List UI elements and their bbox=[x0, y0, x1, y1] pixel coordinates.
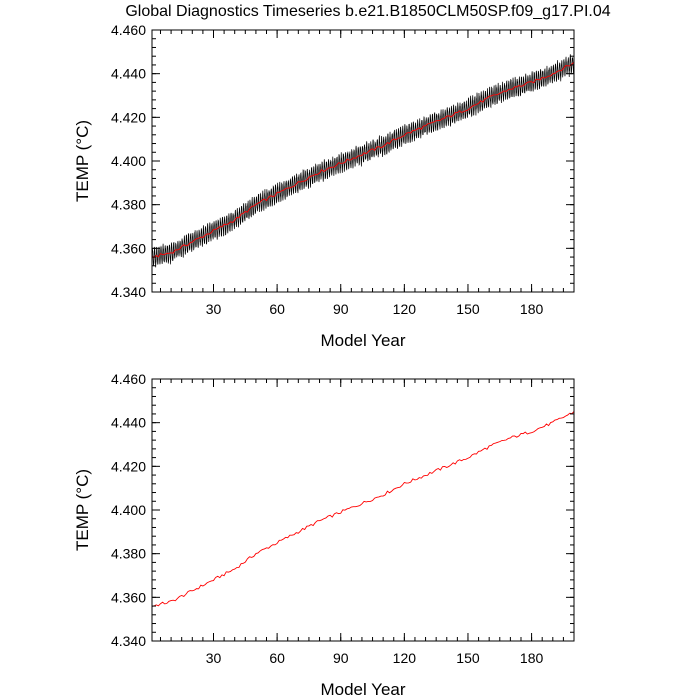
y-tick-label: 4.340 bbox=[111, 633, 146, 649]
y-tick-label: 4.380 bbox=[111, 197, 146, 213]
monthly-series-line bbox=[152, 54, 574, 268]
y-tick-label: 4.400 bbox=[111, 153, 146, 169]
x-tick-label: 90 bbox=[333, 301, 349, 317]
y-tick-label: 4.360 bbox=[111, 240, 146, 256]
y-tick-label: 4.460 bbox=[111, 371, 146, 387]
y-tick-label: 4.420 bbox=[111, 109, 146, 125]
plot-frame bbox=[151, 378, 575, 642]
chart-panel-monthly-annual: 30 60 90 120 150 180 4.340 4.360 4.380 4.400 4.420… bbox=[73, 22, 575, 350]
x-tick-label: 60 bbox=[269, 650, 285, 666]
y-axis-label: TEMP (°C) bbox=[73, 469, 92, 551]
x-tick-label: 150 bbox=[456, 650, 480, 666]
axis-ticks bbox=[152, 29, 574, 293]
series-group bbox=[152, 54, 574, 268]
y-tick-label: 4.440 bbox=[111, 66, 146, 82]
series-group bbox=[152, 411, 574, 607]
figure-title: Global Diagnostics Timeseries b.e21.B185… bbox=[125, 3, 610, 20]
x-tick-label: 180 bbox=[520, 301, 544, 317]
y-tick-label: 4.460 bbox=[111, 22, 146, 38]
axis-ticks bbox=[152, 378, 574, 642]
x-tick-label: 150 bbox=[456, 301, 480, 317]
x-tick-label: 120 bbox=[393, 301, 417, 317]
x-axis-label: Model Year bbox=[320, 680, 405, 699]
chart-panel-annual: 30 60 90 120 150 180 4.340 4.360 4.380 4.400 4.420… bbox=[73, 371, 575, 699]
x-tick-label: 30 bbox=[206, 650, 222, 666]
x-tick-label: 30 bbox=[206, 301, 222, 317]
y-axis-label: TEMP (°C) bbox=[73, 120, 92, 202]
x-tick-label: 120 bbox=[393, 650, 417, 666]
y-tick-label: 4.340 bbox=[111, 284, 146, 300]
x-tick-label: 90 bbox=[333, 650, 349, 666]
x-axis-label: Model Year bbox=[320, 331, 405, 350]
x-tick-label: 180 bbox=[520, 650, 544, 666]
y-tick-label: 4.420 bbox=[111, 458, 146, 474]
annual-mean-series-line bbox=[152, 61, 574, 259]
y-tick-label: 4.380 bbox=[111, 546, 146, 562]
annual-mean-series-line bbox=[152, 411, 574, 607]
y-tick-label: 4.440 bbox=[111, 415, 146, 431]
x-tick-label: 60 bbox=[269, 301, 285, 317]
y-tick-label: 4.360 bbox=[111, 589, 146, 605]
y-tick-label: 4.400 bbox=[111, 502, 146, 518]
